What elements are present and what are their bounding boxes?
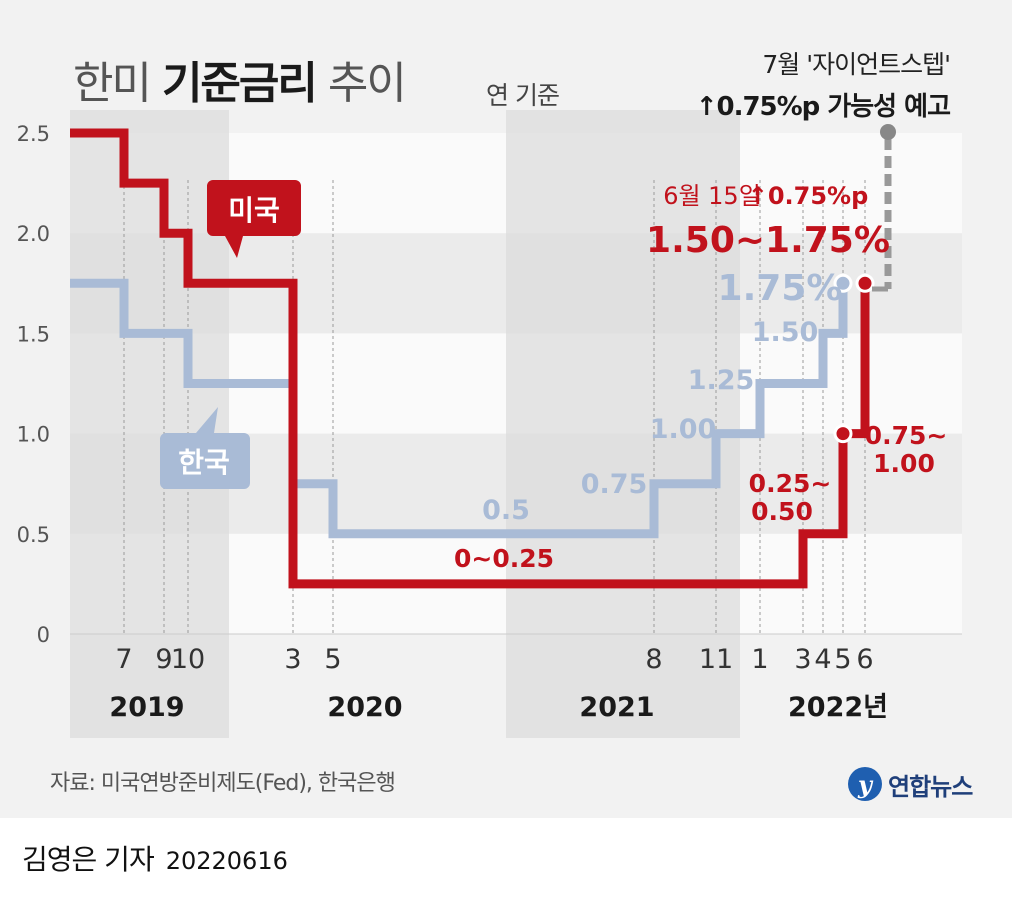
title-bold: 기준금리: [161, 58, 318, 109]
us-flag-label: 미국: [228, 194, 280, 227]
us-latest-point: [855, 273, 875, 293]
page-title: 한미 기준금리 추이: [73, 47, 407, 111]
x-tick-label: 3: [794, 644, 811, 675]
x-tick-label: 9: [155, 644, 172, 675]
title-post: 추이: [315, 58, 407, 109]
us-latest-change: ↑0.75%p: [748, 182, 869, 210]
x-tick-label: 11: [699, 644, 733, 675]
y-tick-label: 2.5: [17, 122, 50, 146]
y-tick-label: 1.5: [17, 322, 50, 346]
us-label-mid-line2: 0.50: [751, 497, 813, 526]
year-band-0: [70, 110, 229, 738]
x-tick-label: 3: [284, 644, 301, 675]
korea-label-0.75: 0.75: [581, 469, 648, 500]
x-tick-label: 4: [814, 644, 831, 675]
series-us-line: [70, 128, 870, 589]
us-label-low: 0~0.25: [454, 544, 554, 573]
us-latest-date: 6월 15일: [663, 182, 761, 210]
x-tick-label: 6: [856, 644, 873, 675]
korea-label-0.5: 0.5: [482, 495, 530, 526]
korea-label-1.00: 1.00: [650, 414, 717, 445]
yonhap-logo: y 연합뉴스: [848, 764, 973, 804]
x-tick-label: 1: [751, 644, 768, 675]
reporter-name: 김영은 기자: [22, 843, 155, 876]
y-tick-label: 2.0: [17, 222, 50, 246]
us-label-mid2-line2: 1.00: [873, 449, 935, 478]
y-tick-label: 1.0: [17, 423, 50, 447]
korea-flag-label: 한국: [178, 446, 230, 479]
us-latest-range: 1.50~1.75%: [646, 220, 890, 261]
korea-label-1.25: 1.25: [688, 365, 755, 396]
year-band-1: [506, 110, 740, 738]
x-tick-label: 5: [324, 644, 341, 675]
us-label-mid-line1: 0.25~: [749, 469, 832, 498]
source-note: 자료: 미국연방준비제도(Fed), 한국은행: [50, 771, 396, 796]
yonhap-logo-text: 연합뉴스: [888, 772, 973, 801]
x-tick-label: 10: [171, 644, 205, 675]
july-forecast-line1: 7월 '자이언트스텝': [762, 50, 951, 79]
us-flag-bubble: [207, 180, 301, 258]
title-pre: 한미: [73, 58, 162, 109]
unit-label: 연 기준: [486, 81, 560, 110]
july-forecast-line2: ↑0.75%p 가능성 예고: [695, 92, 951, 122]
korea-latest-point: [833, 273, 853, 293]
publish-date: 20220616: [165, 847, 288, 875]
x-tick-label: 7: [115, 644, 132, 675]
y-tick-label: 0.5: [17, 523, 50, 547]
x-tick-label: 5: [834, 644, 851, 675]
forecast-point: [880, 124, 896, 140]
byline: 김영은 기자 20220616: [22, 838, 288, 878]
yonhap-logo-icon: y: [848, 767, 882, 801]
year-label: 2021: [579, 692, 654, 723]
x-tick-label: 8: [645, 644, 662, 675]
year-label: 2020: [327, 692, 402, 723]
korea-flag-bubble: [160, 407, 250, 489]
korea-label-1.50: 1.50: [752, 317, 819, 348]
korea-label-1.75: 1.75%: [718, 268, 843, 309]
year-label: 2022년: [788, 692, 888, 723]
us-label-mid2-line1: 0.75~: [865, 421, 948, 450]
series-korea-line: [70, 278, 848, 539]
us-may-point: [833, 424, 853, 444]
year-label: 2019: [109, 692, 184, 723]
y-tick-label: 0: [37, 623, 50, 647]
